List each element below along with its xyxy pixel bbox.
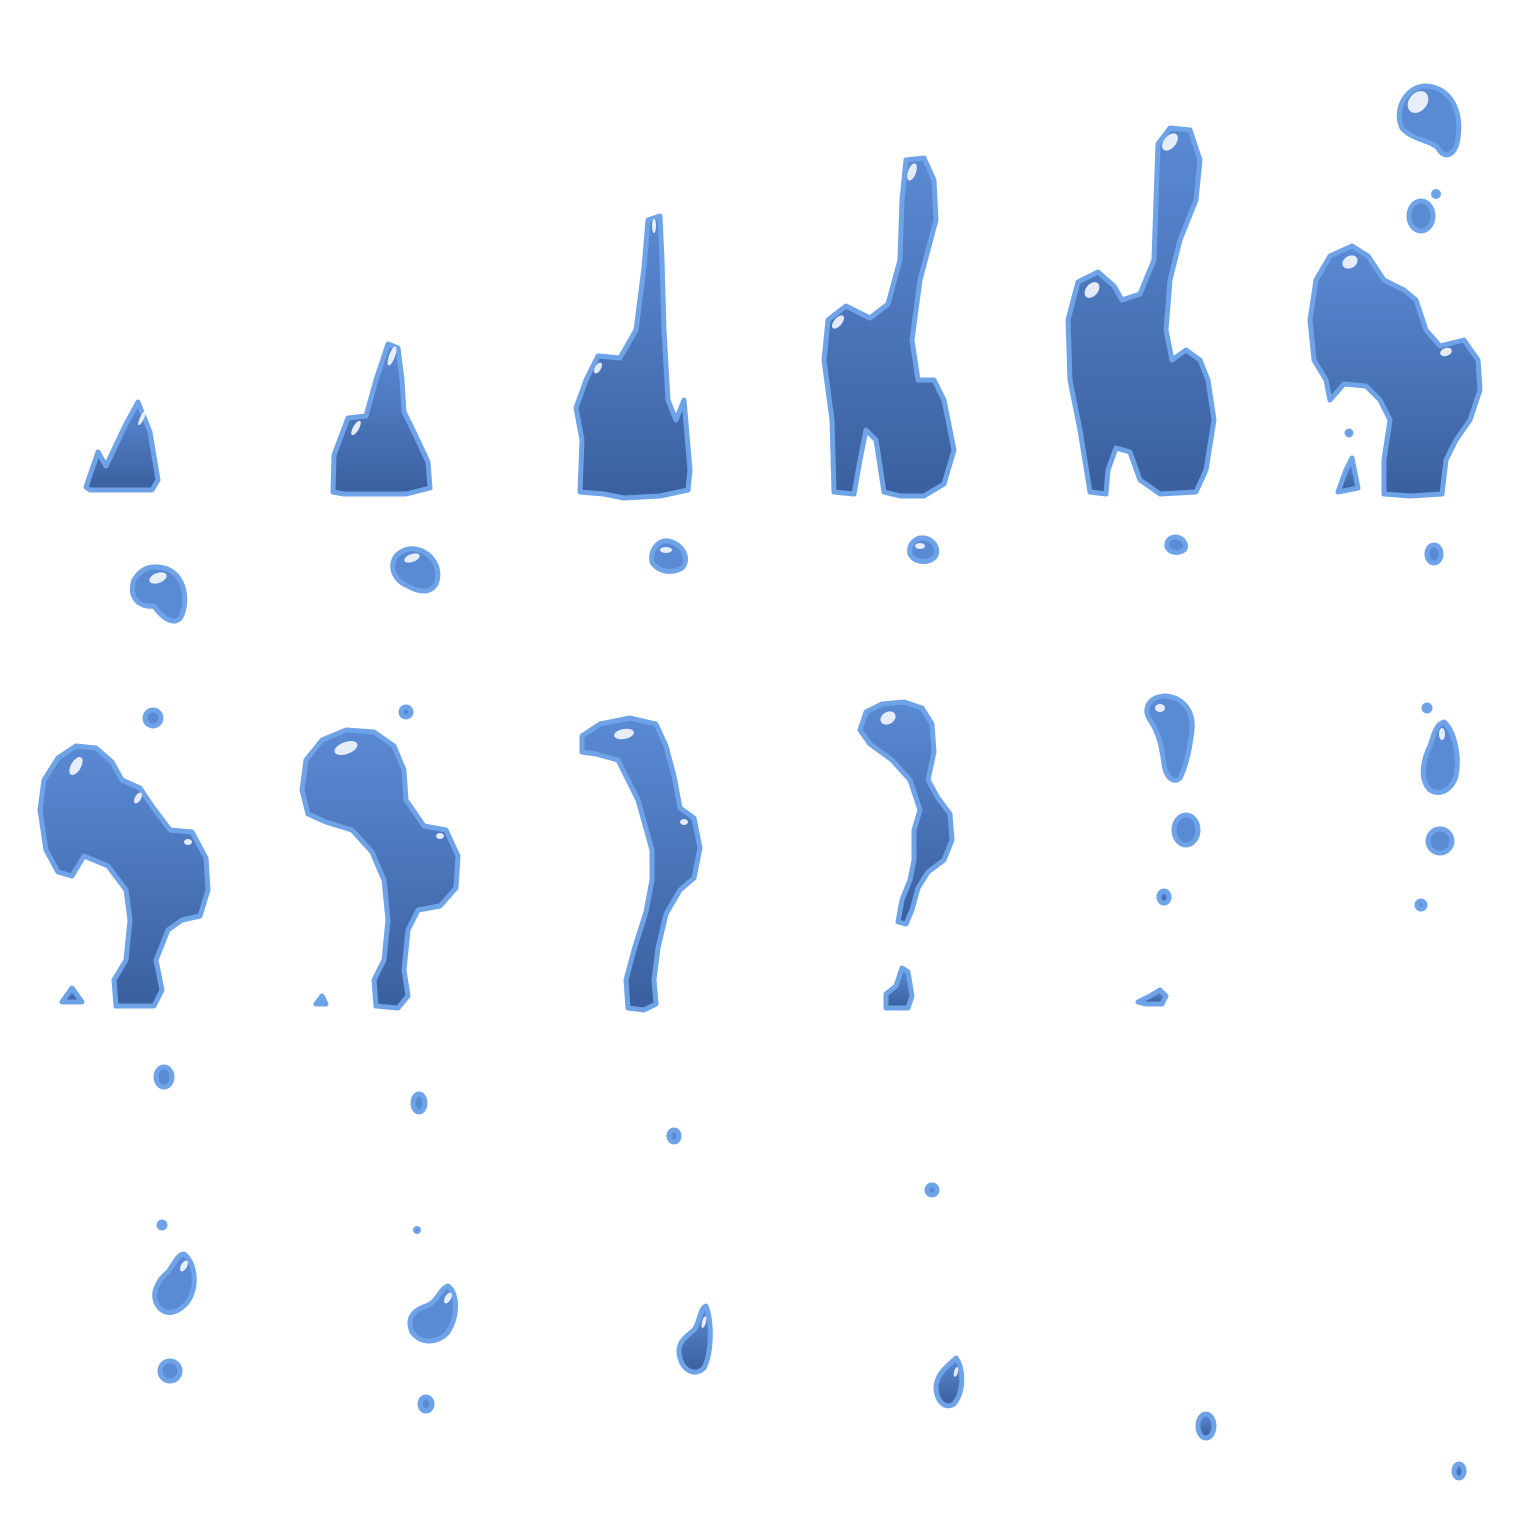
- droplet: [1424, 542, 1444, 566]
- droplet: [666, 1127, 682, 1145]
- droplet: [1171, 812, 1201, 848]
- frame-15: [676, 1303, 713, 1375]
- droplet: [142, 707, 164, 729]
- frame-6: [1307, 83, 1483, 566]
- droplet: [907, 535, 940, 564]
- droplet: [649, 538, 688, 574]
- droplet: [1420, 719, 1460, 795]
- frame-7: [37, 743, 211, 1090]
- droplet: [1164, 534, 1189, 555]
- droplet: [156, 1219, 168, 1231]
- frame-3: [573, 213, 693, 574]
- frame-14: [407, 1226, 458, 1414]
- droplet: [410, 1091, 428, 1115]
- frame-2: [330, 341, 441, 720]
- droplet: [398, 704, 414, 720]
- droplet: [157, 1358, 183, 1384]
- frame-17: [1195, 1411, 1217, 1441]
- frame-18: [1451, 1461, 1467, 1481]
- droplet: [1425, 826, 1455, 856]
- frame-5: [1065, 125, 1217, 555]
- highlights: [69, 91, 1452, 1377]
- droplet: [153, 1064, 175, 1090]
- droplet: [1414, 898, 1428, 912]
- frame-16: [933, 1355, 965, 1409]
- droplet: [417, 1394, 435, 1414]
- droplet: [413, 1226, 421, 1234]
- droplet: [1396, 83, 1462, 158]
- droplet: [1421, 702, 1433, 714]
- droplet: [390, 546, 441, 594]
- frame-9: [579, 715, 703, 1145]
- droplet: [1406, 198, 1436, 234]
- droplet: [924, 1182, 940, 1198]
- frame-11: [1135, 693, 1201, 1007]
- droplet: [1144, 693, 1195, 783]
- frame-8: [299, 727, 461, 1115]
- frame-13: [152, 1219, 197, 1384]
- droplet: [1431, 189, 1441, 199]
- frame-10: [857, 699, 955, 1198]
- frame-4: [821, 155, 957, 564]
- droplet: [407, 1283, 458, 1344]
- frame-1: [83, 399, 188, 729]
- droplet: [130, 564, 188, 624]
- frame-12: [1414, 702, 1460, 912]
- droplet: [152, 1251, 197, 1315]
